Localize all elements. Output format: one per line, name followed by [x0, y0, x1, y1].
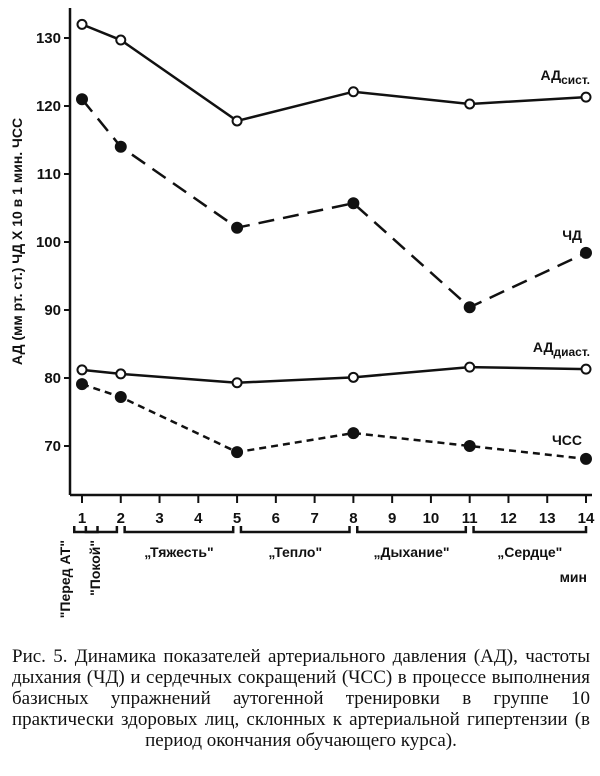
x-tick-label: 14 [578, 510, 595, 527]
phase-bracket [472, 526, 588, 534]
y-tick-label: 100 [36, 234, 61, 251]
phase-bracket [123, 526, 235, 534]
x-tick-label: 9 [388, 510, 396, 527]
phase-label: „Дыхание" [374, 544, 450, 560]
y-tick-label: 120 [36, 98, 61, 115]
data-point [347, 427, 360, 440]
data-point [231, 221, 244, 234]
data-point [580, 363, 592, 375]
data-point [231, 377, 243, 389]
data-point [347, 371, 359, 383]
data-point [114, 391, 127, 404]
series-line [81, 23, 587, 123]
data-point [114, 140, 127, 153]
phase-bracket [84, 526, 119, 534]
series-line [81, 382, 587, 461]
data-point [464, 98, 476, 110]
x-tick-label: 3 [155, 510, 163, 527]
data-point [76, 18, 88, 30]
x-tick-label: 10 [423, 510, 440, 527]
phase-label: „Сердце" [497, 544, 562, 560]
series-label: АДдиаст. [533, 339, 590, 359]
series-line [81, 365, 587, 385]
x-axis-label: мин [560, 569, 587, 585]
y-tick-label: 90 [44, 302, 61, 319]
y-tick-label: 70 [44, 438, 61, 455]
phase-bracket [239, 526, 351, 534]
y-tick-label: 110 [37, 166, 61, 183]
x-tick-label: 8 [349, 510, 357, 527]
data-point [115, 34, 127, 46]
x-tick-label: 4 [194, 510, 203, 527]
x-tick-label: 1 [78, 510, 86, 527]
data-point [76, 93, 88, 106]
x-tick-label: 2 [117, 510, 125, 527]
data-point [231, 115, 243, 127]
series-line [81, 98, 587, 309]
data-point [115, 368, 127, 380]
phase-bracket [356, 526, 468, 534]
data-point [464, 361, 476, 373]
series-label-subscript: диаст. [554, 345, 591, 359]
data-point [580, 246, 592, 259]
data-point [347, 197, 360, 210]
data-point [231, 446, 244, 459]
series-label: ЧД [562, 227, 582, 243]
series-label: АДсист. [541, 67, 591, 87]
x-tick-label: 12 [500, 510, 517, 527]
x-tick-label: 13 [539, 510, 556, 527]
x-tick-label: 11 [462, 510, 478, 527]
y-tick-label: 130 [36, 30, 61, 47]
phase-label: "Покой" [87, 540, 103, 596]
data-point [76, 364, 88, 376]
x-tick-label: 5 [233, 510, 241, 527]
data-point [463, 440, 476, 452]
phase-label: „Тепло" [268, 544, 322, 560]
data-point [463, 301, 476, 314]
data-point [580, 452, 592, 465]
data-point [76, 378, 88, 391]
phase-label: "Перед АТ" [57, 540, 73, 618]
data-point [347, 86, 359, 98]
y-axis-label: АД (мм рт. ст.) ЧД Х 10 в 1 мин. ЧСС [9, 118, 25, 365]
y-tick-label: 80 [44, 370, 61, 387]
figure-caption: Рис. 5. Динамика показателей артериально… [12, 646, 590, 751]
phase-label: „Тяжесть" [144, 544, 213, 560]
x-tick-label: 7 [310, 510, 318, 527]
series-label: ЧСС [552, 432, 582, 448]
x-tick-label: 6 [272, 510, 280, 527]
series-label-subscript: сист. [561, 73, 590, 87]
data-point [580, 91, 592, 103]
